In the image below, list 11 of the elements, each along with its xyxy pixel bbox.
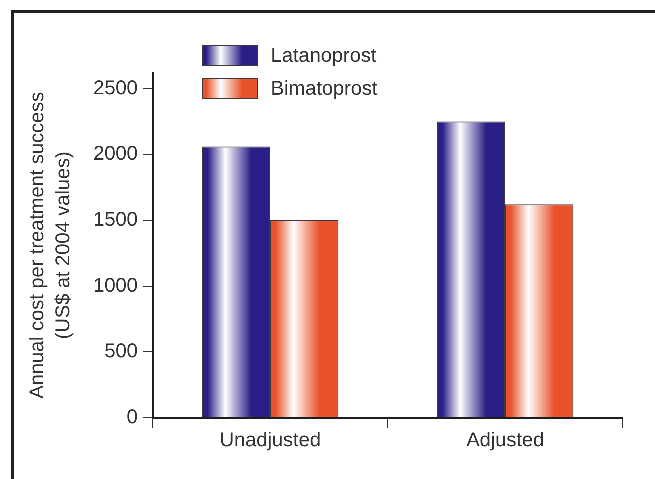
y-axis-title: Annual cost per treatment success (US$ at 2004 values) [26, 92, 75, 399]
y-tick-label: 1000 [94, 274, 138, 297]
y-tick-label: 2000 [94, 143, 138, 166]
x-tick-label: Adjusted [466, 430, 544, 452]
y-tick-label: 1500 [94, 208, 138, 231]
legend-label: Bimatoprost [271, 78, 378, 100]
y-tick-label: 2500 [94, 77, 138, 100]
x-tick-label: Unadjusted [220, 430, 322, 452]
legend-label: Latanoprost [271, 45, 378, 68]
y-tick-label: 500 [104, 340, 138, 363]
y-tick-label: 0 [126, 406, 138, 429]
